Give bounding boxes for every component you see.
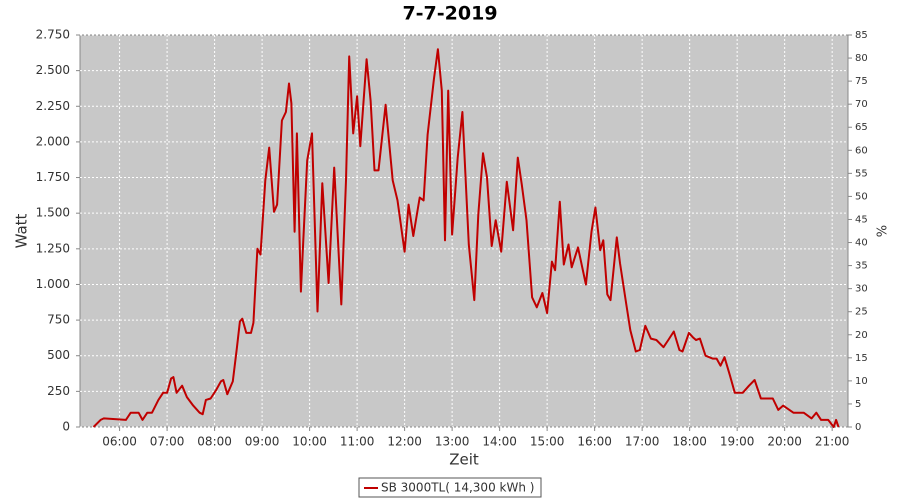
series-line	[92, 48, 840, 428]
y2-tick-label: 25	[855, 307, 868, 318]
y-tick-label: 1.250	[36, 241, 70, 255]
y2-tick-label: 65	[855, 122, 868, 133]
y2-tick-label: 40	[855, 238, 868, 249]
y2-tick-label: 60	[855, 145, 868, 156]
y2-tick-label: 35	[855, 261, 868, 272]
y-tick-label: 500	[47, 348, 70, 362]
x-tick-label: 17:00	[625, 435, 660, 449]
x-tick-label: 11:00	[340, 435, 375, 449]
y2-tick-label: 0	[855, 422, 861, 433]
x-tick-label: 19:00	[720, 435, 755, 449]
legend-label: SB 3000TL( 14,300 kWh )	[381, 481, 534, 495]
y-tick-label: 1.750	[36, 170, 70, 184]
y2-tick-label: 50	[855, 191, 868, 202]
y-tick-label: 750	[47, 313, 70, 327]
y2-tick-label: 20	[855, 330, 868, 341]
y2-tick-label: 5	[855, 399, 861, 410]
x-tick-label: 21:00	[815, 435, 850, 449]
y2-axis-label: %	[876, 225, 891, 237]
x-tick-label: 10:00	[292, 435, 327, 449]
y2-tick-label: 15	[855, 353, 868, 364]
plot-area	[79, 34, 849, 428]
y2-tick-label: 80	[855, 53, 868, 64]
x-tick-label: 14:00	[482, 435, 517, 449]
y-tick-label: 0	[62, 420, 70, 434]
x-tick-label: 07:00	[150, 435, 185, 449]
x-tick-label: 12:00	[387, 435, 422, 449]
y-tick-label: 2.000	[36, 134, 70, 148]
chart-title: 7-7-2019	[402, 3, 497, 25]
x-axis-label: Zeit	[449, 451, 479, 469]
y2-tick-label: 10	[855, 376, 868, 387]
y2-tick-label: 55	[855, 168, 868, 179]
y2-tick-label: 75	[855, 76, 868, 87]
y2-tick-label: 70	[855, 99, 868, 110]
y-tick-label: 1.500	[36, 206, 70, 220]
y-axis-label: Watt	[13, 213, 31, 248]
x-tick-label: 08:00	[197, 435, 232, 449]
x-tick-label: 16:00	[577, 435, 612, 449]
x-tick-label: 15:00	[530, 435, 565, 449]
y-tick-label: 1.000	[36, 277, 70, 291]
x-tick-label: 09:00	[245, 435, 280, 449]
y-tick-label: 2.750	[36, 28, 70, 42]
y2-tick-label: 45	[855, 214, 868, 225]
x-tick-label: 06:00	[102, 435, 137, 449]
y2-tick-label: 85	[855, 30, 868, 41]
y-tick-label: 2.250	[36, 99, 70, 113]
y-tick-label: 250	[47, 384, 70, 398]
y-tick-label: 2.500	[36, 63, 70, 77]
y2-tick-label: 30	[855, 284, 868, 295]
legend	[358, 477, 542, 498]
x-tick-label: 18:00	[672, 435, 707, 449]
x-tick-label: 13:00	[435, 435, 470, 449]
x-tick-label: 20:00	[767, 435, 802, 449]
